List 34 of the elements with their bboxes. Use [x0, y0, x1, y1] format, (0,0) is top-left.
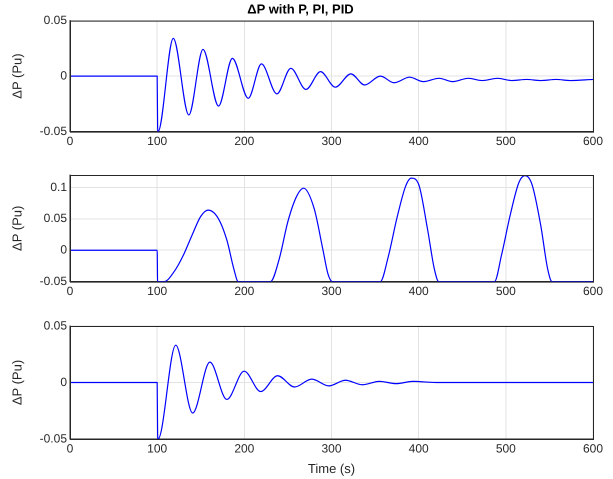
x-tick-label: 100 — [147, 134, 168, 148]
y-tick-label: 0.05 — [44, 12, 68, 27]
line-series — [70, 175, 593, 282]
y-tick-label: 0.05 — [44, 318, 68, 332]
x-tick-label: 500 — [496, 134, 516, 148]
x-tick-label: 600 — [582, 442, 604, 456]
y-axis-title: ΔP (Pu) — [9, 53, 24, 99]
y-tick-label: 0 — [60, 242, 68, 257]
x-tick-label: 400 — [408, 442, 429, 456]
x-tick-label: 500 — [496, 284, 516, 298]
x-tick-label: 500 — [496, 442, 516, 456]
x-tick-label: 100 — [147, 284, 168, 298]
x-tick-label: 600 — [582, 134, 604, 148]
x-tick-label: 200 — [234, 442, 255, 456]
x-tick-label: 200 — [234, 284, 255, 298]
x-tick-label: 100 — [147, 442, 168, 456]
x-tick-label: 400 — [408, 134, 429, 148]
y-tick-label: 0 — [60, 374, 68, 389]
x-axis-title: Time (s) — [308, 460, 356, 476]
y-tick-label: 0 — [60, 68, 68, 82]
y-axis-title: ΔP (Pu) — [9, 206, 24, 251]
x-tick-label: 600 — [582, 284, 604, 298]
x-tick-label: 400 — [408, 284, 429, 298]
x-tick-label: 300 — [321, 442, 342, 456]
chart-title: ΔP with P, PI, PID — [247, 1, 354, 16]
y-tick-label: 0.1 — [50, 180, 68, 194]
y-axis-title: ΔP (Pu) — [9, 360, 24, 406]
x-tick-label: 200 — [234, 134, 255, 148]
y-tick-label: -0.05 — [40, 274, 68, 288]
y-tick-label: -0.05 — [40, 124, 68, 138]
y-tick-label: -0.05 — [40, 431, 68, 446]
y-tick-label: 0.05 — [44, 211, 68, 226]
x-tick-label: 300 — [321, 284, 342, 298]
x-tick-label: 300 — [321, 134, 342, 148]
